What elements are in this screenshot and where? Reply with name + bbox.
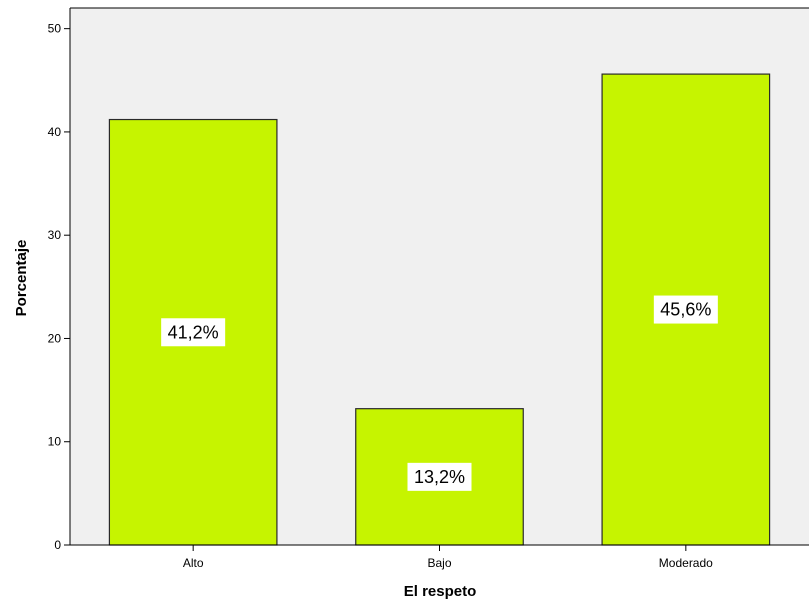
bar-alto [108,118,278,546]
x-tick-label: Bajo [427,556,451,570]
x-tick-label: Moderado [659,556,713,570]
x-axis-ticks: Alto Bajo Moderado [183,545,713,570]
y-tick-label: 20 [48,331,62,345]
y-axis-ticks: 0 10 20 30 40 50 [48,22,70,552]
data-label: 13,2% [414,467,465,487]
y-tick-label: 40 [48,125,62,139]
y-tick-label: 30 [48,228,62,242]
y-tick-label: 0 [54,538,61,552]
x-axis-title: El respeto [404,583,477,600]
x-tick-label: Alto [183,556,204,570]
data-label: 41,2% [168,322,219,342]
data-label-box [653,295,718,324]
bars: 41,2% 13,2% 45,6% [108,73,771,546]
y-tick-label: 50 [48,22,62,36]
data-label: 45,6% [660,300,711,320]
data-label-box [161,318,226,347]
data-label-box [407,462,472,491]
y-axis-title: Porcentaje [13,240,30,317]
y-tick-label: 10 [48,435,62,449]
